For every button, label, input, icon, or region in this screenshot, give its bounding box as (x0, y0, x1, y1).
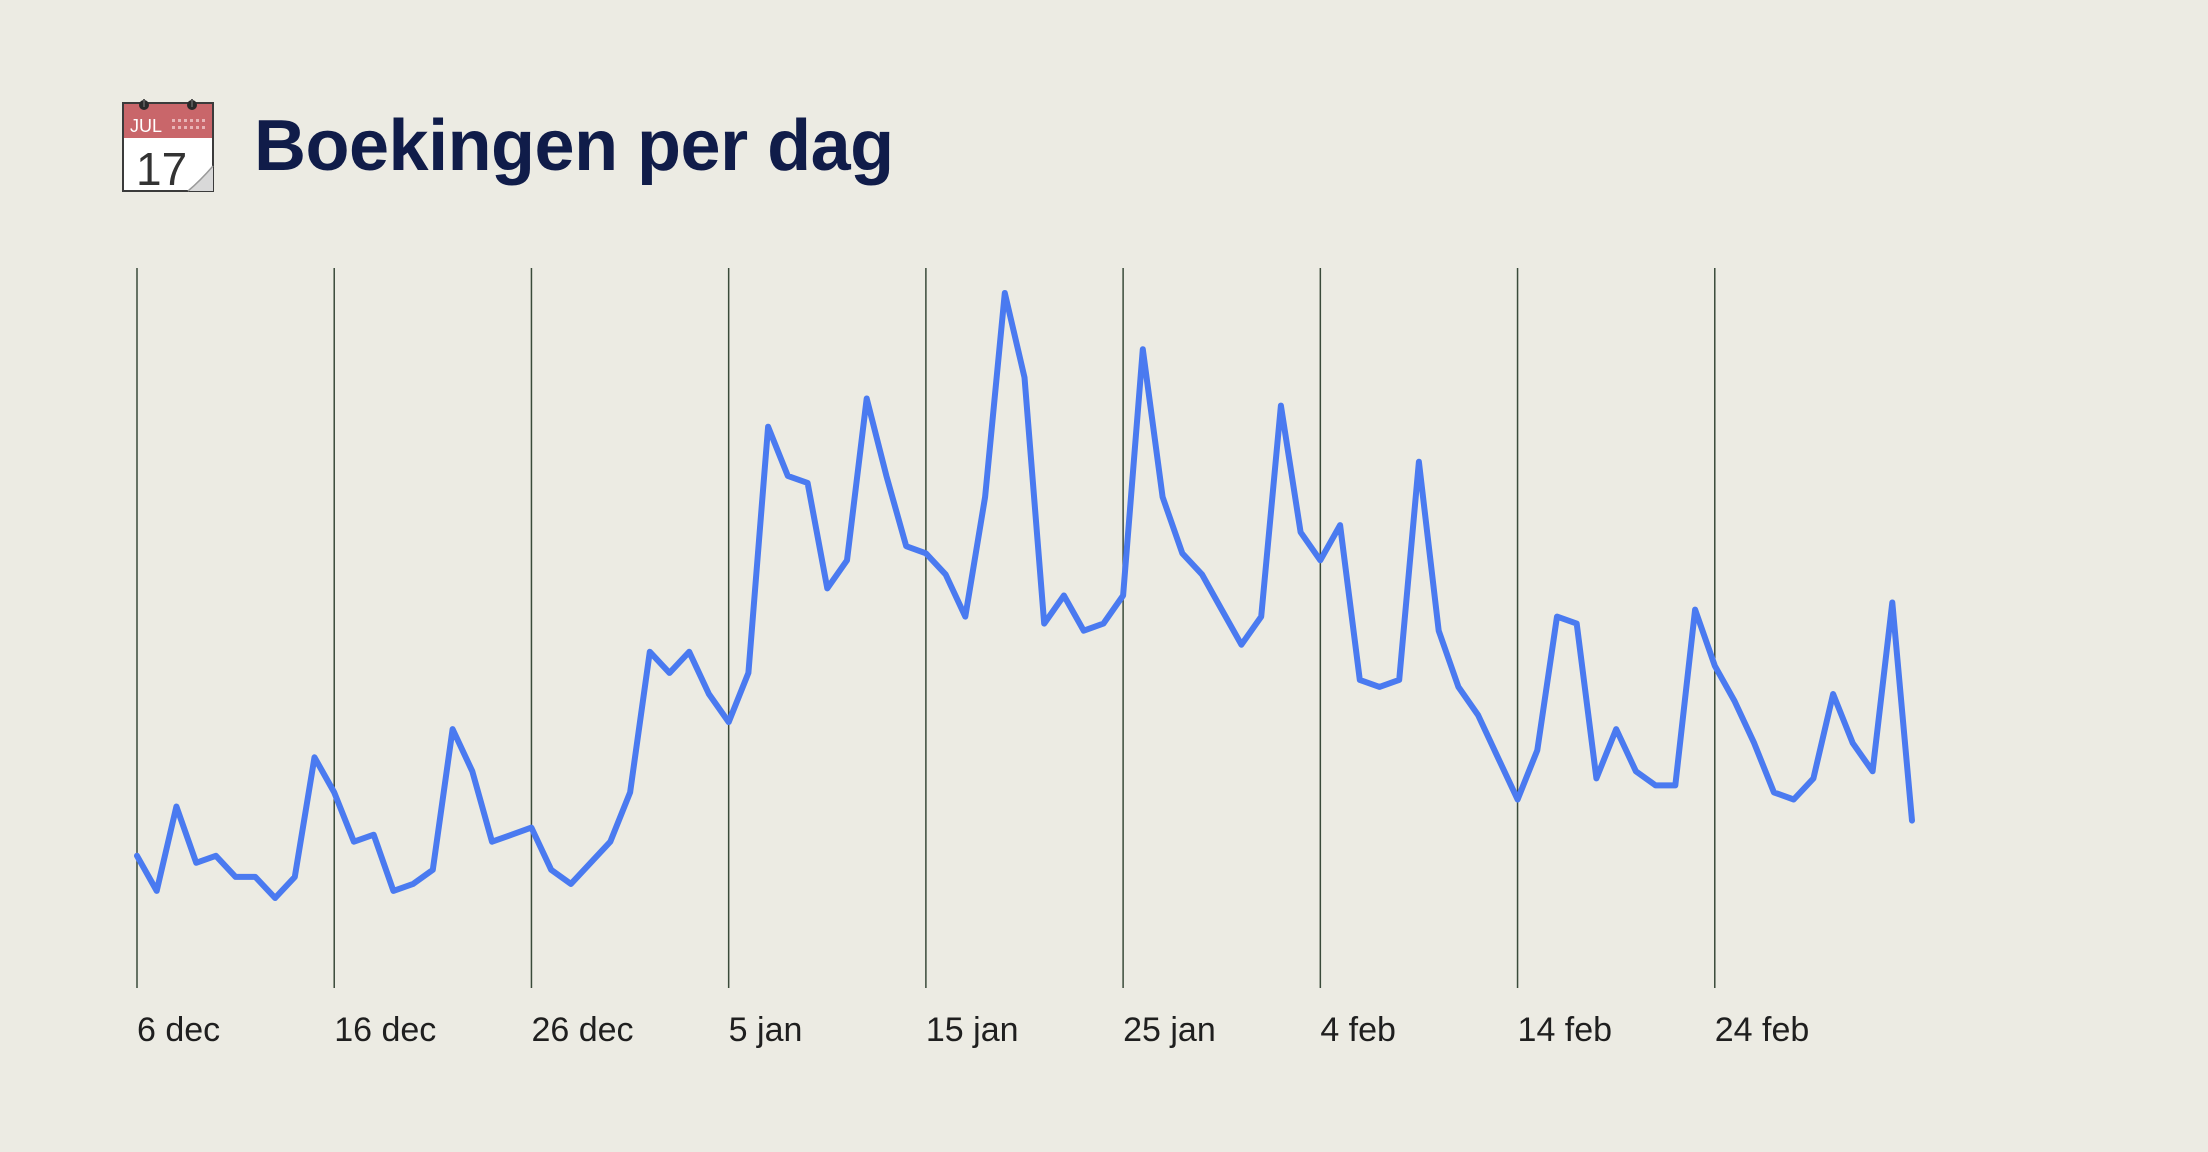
x-tick-label: 14 feb (1518, 1011, 1613, 1049)
chart-header: JUL 17 Boekingen per dag (122, 98, 894, 194)
x-tick-label: 25 jan (1123, 1011, 1216, 1049)
calendar-icon: JUL 17 (122, 99, 214, 193)
x-tick-label: 4 feb (1320, 1011, 1396, 1049)
gridlines (136, 268, 1716, 988)
calendar-icon-day: 17 (136, 143, 187, 193)
x-tick-labels: 6 dec 16 dec 26 dec 5 jan 15 jan 25 jan 4 feb 1… (137, 1011, 1809, 1049)
series-group (134, 290, 1915, 901)
chart-title: Boekingen per dag (254, 106, 894, 186)
series-line (134, 290, 1915, 901)
x-tick-label: 26 dec (531, 1011, 633, 1049)
x-tick-label: 24 feb (1715, 1011, 1810, 1049)
calendar-icon-month: JUL (130, 116, 162, 136)
x-tick-label: 5 jan (729, 1011, 803, 1049)
x-tick-label: 6 dec (137, 1011, 220, 1049)
x-tick-label: 15 jan (926, 1011, 1019, 1049)
x-tick-label: 16 dec (334, 1011, 436, 1049)
